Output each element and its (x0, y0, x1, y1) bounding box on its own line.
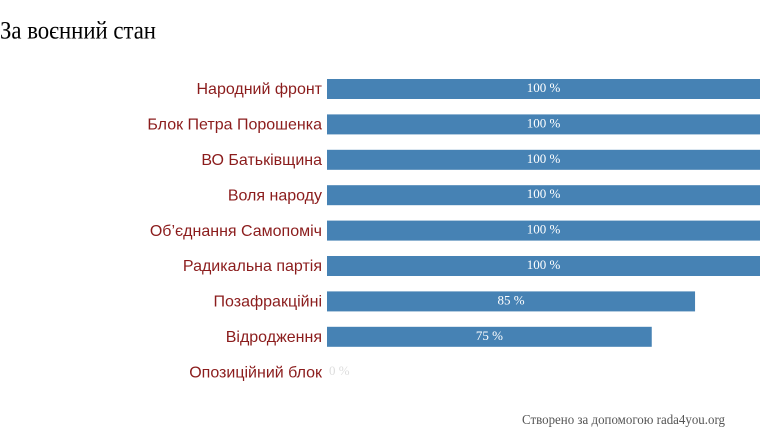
category-label: Об’єднання Самопоміч (150, 223, 322, 240)
bar (327, 149, 760, 170)
bar (327, 220, 760, 241)
value-label: 100 % (527, 80, 561, 95)
value-label: 100 % (527, 186, 561, 201)
bar (327, 291, 696, 312)
bar (327, 256, 760, 276)
category-label: ВО Батьківщина (201, 152, 322, 169)
category-label: Воля народу (228, 187, 322, 204)
value-label: 100 % (527, 151, 561, 166)
value-label: 100 % (527, 115, 561, 130)
footer: Створено за допомогою rada4you.org (522, 413, 725, 428)
category-label: Позафракційні (214, 294, 322, 311)
value-label: 100 % (527, 222, 561, 237)
value-label: 100 % (527, 257, 561, 272)
bar (327, 185, 760, 206)
bar (327, 326, 652, 347)
bar (327, 114, 760, 135)
category-label: Блок Петра Порошенка (147, 117, 322, 134)
value-label: 85 % (497, 292, 524, 307)
value-label: 0 % (329, 363, 350, 378)
category-label: Радикальна партія (183, 258, 322, 275)
value-label: 75 % (476, 328, 503, 343)
category-label: Народний фронт (196, 81, 322, 98)
bar (327, 79, 760, 99)
category-label: Опозиційний блок (189, 364, 323, 381)
chart-title: За воєнний стан (0, 18, 156, 45)
category-label: Відродження (226, 329, 322, 346)
